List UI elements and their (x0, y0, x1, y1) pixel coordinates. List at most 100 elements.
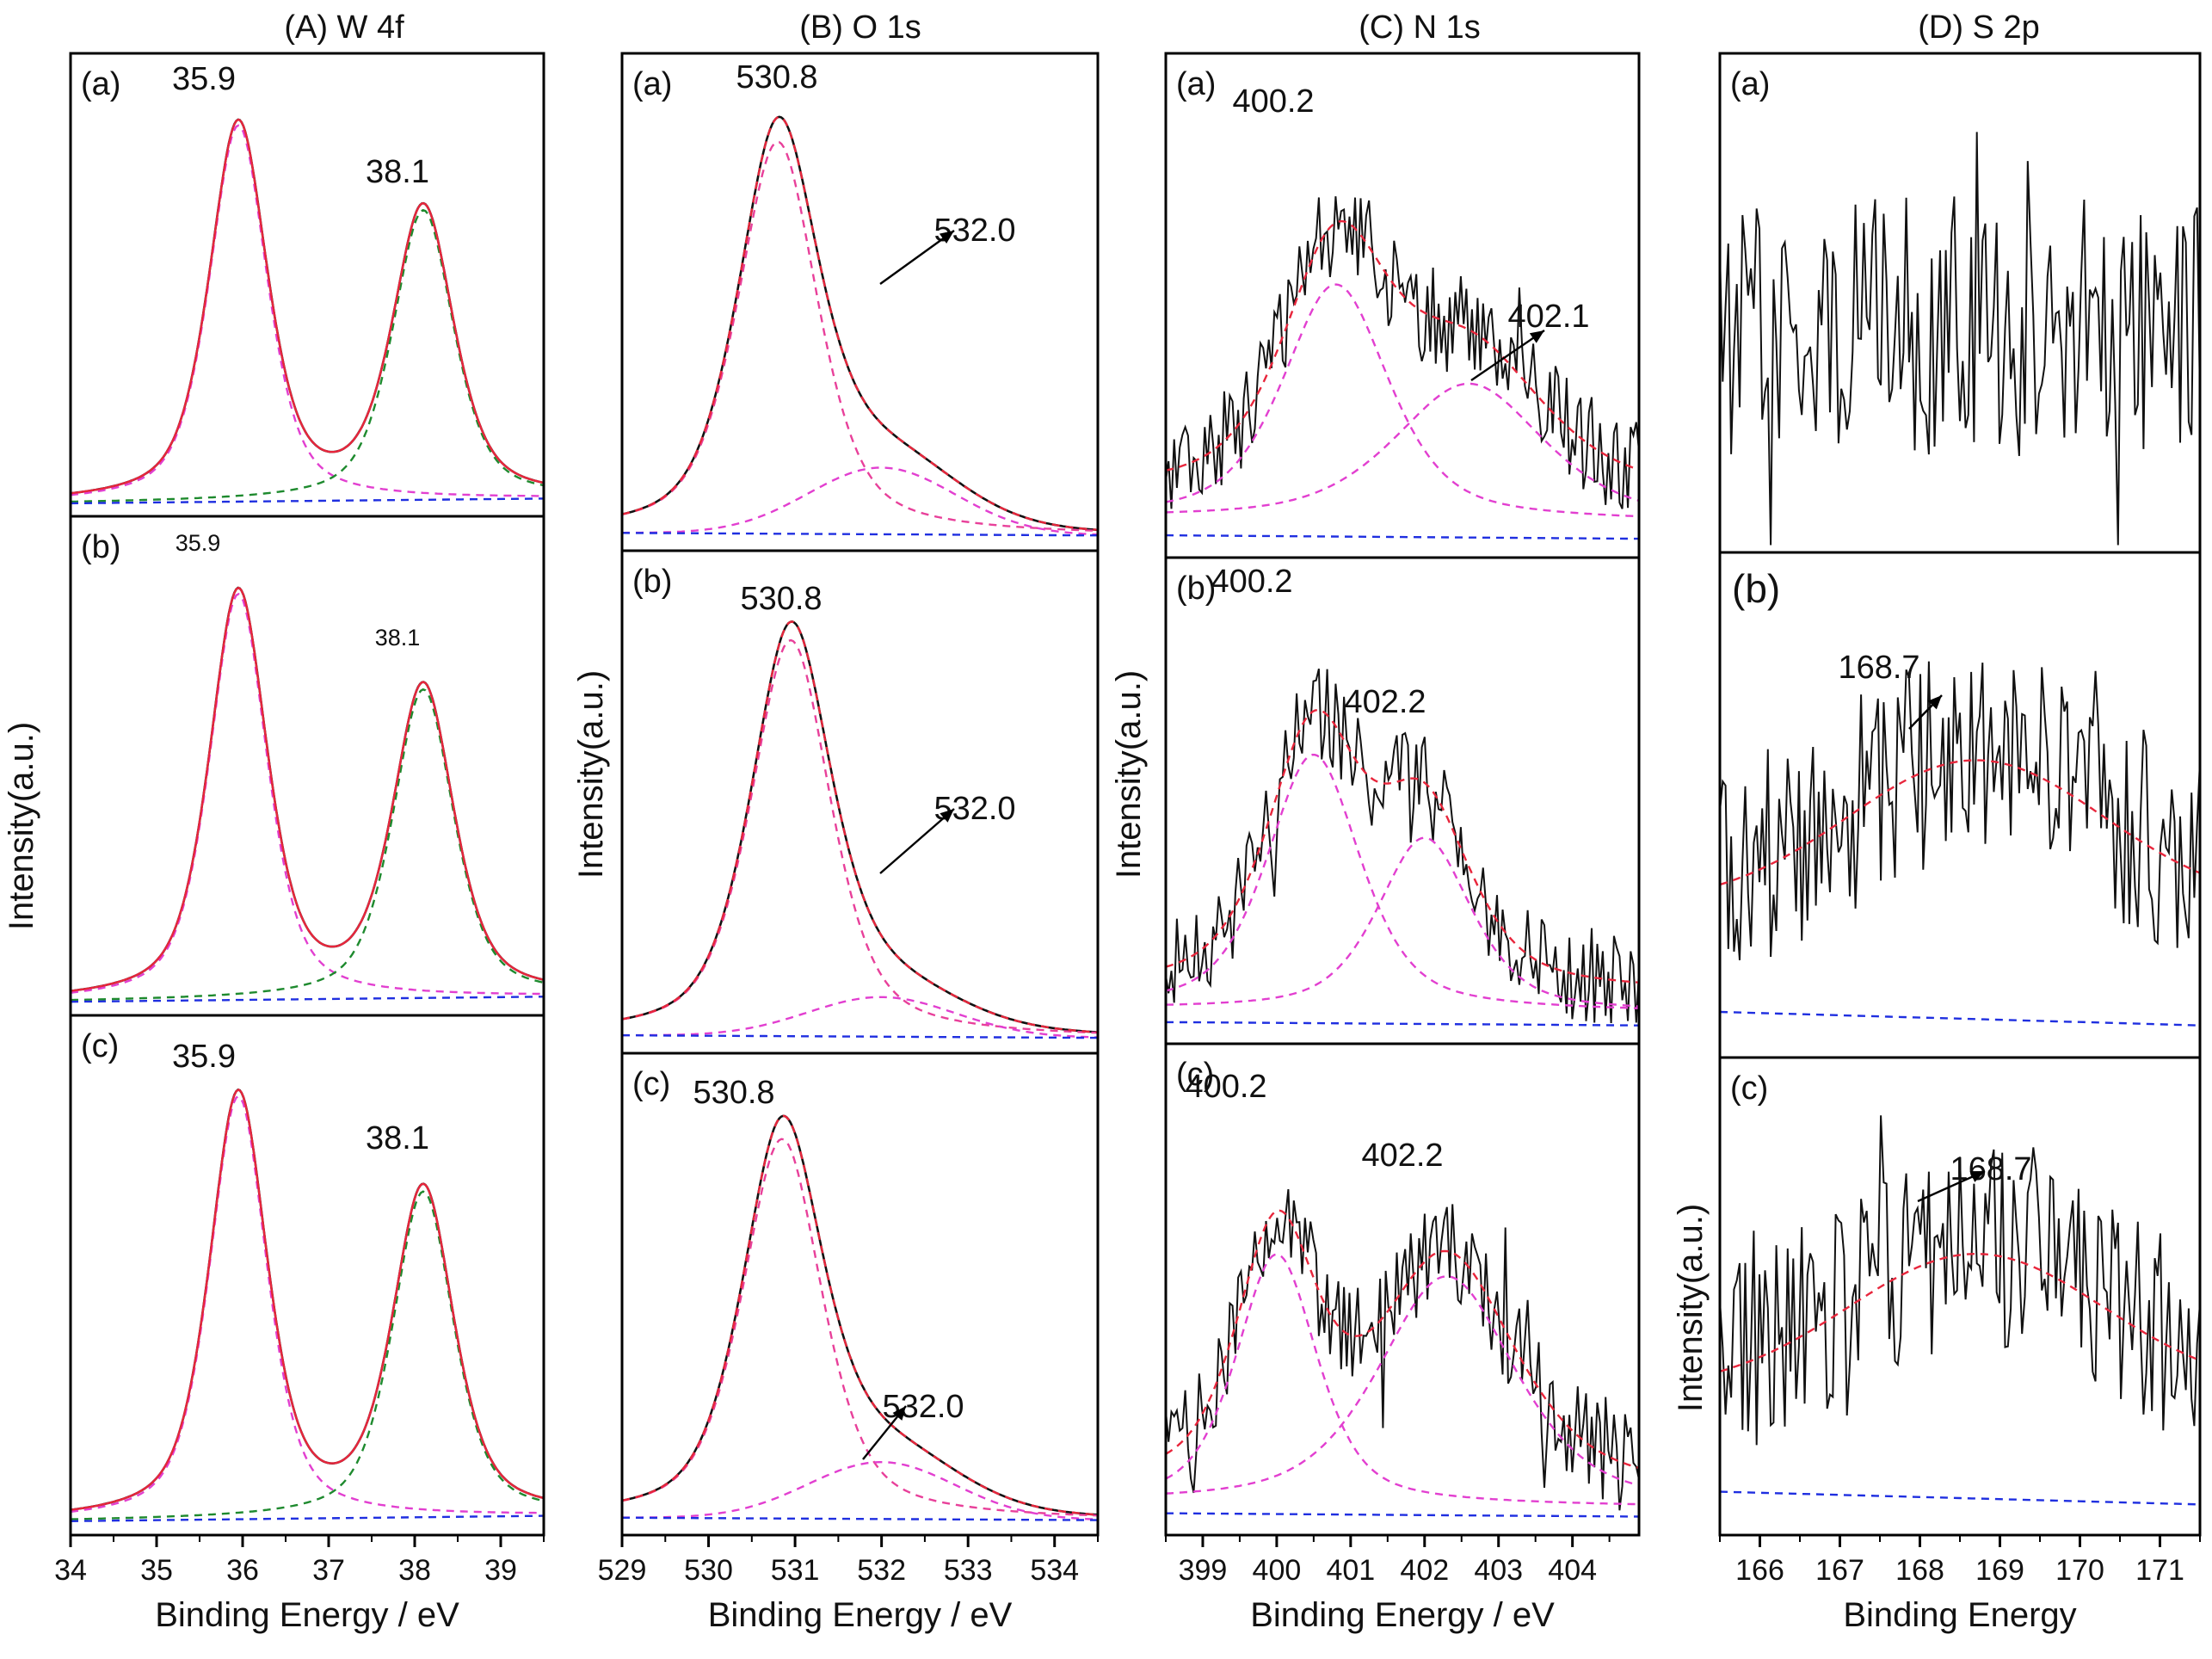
x-tick-label: 35 (140, 1554, 173, 1587)
panel-b: (b) 35.9 38.1 (69, 515, 545, 1017)
peak-label: 530.8 (693, 1075, 774, 1111)
fit-component-line (622, 638, 1098, 1034)
x-tick-label: 533 (944, 1554, 993, 1587)
x-tick-label: 36 (226, 1554, 259, 1587)
subpanel-label: (c) (632, 1066, 670, 1102)
panel-c: (c)168.7 (1718, 1056, 2202, 1537)
x-tick-label: 532 (857, 1554, 906, 1587)
subpanel-label: (a) (1730, 66, 1770, 102)
fit-component-line (1166, 753, 1639, 1009)
peak-label: 35.9 (176, 530, 221, 556)
subpanel-label: (b) (1176, 570, 1216, 607)
fit-envelope-line (1720, 759, 2200, 886)
y-axis-label: Intensity(a.u.) (572, 670, 610, 879)
baseline-line (622, 1034, 1098, 1039)
x-tick-label: 39 (484, 1554, 517, 1587)
peak-label: 402.1 (1507, 299, 1589, 335)
peak-label: 168.7 (1838, 650, 1919, 686)
baseline-line (622, 532, 1098, 537)
panel-c: (c)400.2 402.2 (1164, 1042, 1641, 1537)
spectrum-line (1166, 196, 1639, 509)
spectrum-line (1720, 661, 2200, 960)
spectrum-line (1166, 668, 1639, 1024)
x-tick-label: 37 (312, 1554, 345, 1587)
spectrum-line (71, 586, 544, 992)
subpanel-label: (b) (1732, 566, 1780, 611)
arrow-head (1969, 1171, 1985, 1182)
baseline-line (622, 1516, 1098, 1521)
baseline-line (1166, 1021, 1639, 1027)
fit-component-line (622, 1461, 1098, 1520)
panel-frame (69, 1014, 545, 1537)
baseline-line (71, 497, 544, 505)
arrow-head (940, 809, 954, 823)
spectrum-line (622, 115, 1098, 532)
chart-3: (C) N 1s Intensity(a.u.) Binding Energy / … (1110, 9, 1641, 1634)
peak-label: 400.2 (1211, 564, 1292, 600)
peak-label: 532.0 (933, 791, 1015, 827)
peak-label: 38.1 (366, 154, 429, 190)
fit-component-line (622, 1138, 1098, 1517)
baseline-line (1720, 1490, 2200, 1506)
peak-label: 38.1 (375, 625, 421, 651)
x-tick-label: 166 (1735, 1554, 1784, 1587)
panel-frame (620, 549, 1100, 1055)
fit-component-line (1166, 382, 1639, 514)
peak-label: 38.1 (366, 1120, 429, 1156)
baseline-line (71, 996, 544, 1003)
panel-frame (1164, 1042, 1641, 1537)
x-tick-label: 402 (1400, 1554, 1449, 1587)
peak-label: 402.2 (1344, 684, 1426, 720)
fit-envelope-line (71, 1088, 544, 1511)
x-axis-label: Binding Energy / eV (708, 1596, 1013, 1634)
fit-envelope-line (622, 1114, 1098, 1516)
fit-envelope-line (622, 620, 1098, 1033)
x-tick-label: 534 (1030, 1554, 1079, 1587)
peak-label: 400.2 (1232, 83, 1314, 120)
panel-frame (69, 515, 545, 1017)
panel-b: (b) 168.7 (1718, 551, 2202, 1059)
peak-label: 402.2 (1361, 1138, 1443, 1174)
fit-component-line (1166, 1253, 1639, 1506)
chart-2: (B) O 1s Intensity(a.u.) Binding Energy / … (572, 9, 1100, 1634)
baseline-line (1166, 1512, 1639, 1518)
panel-c: (c) 35.9 38.1 (69, 1014, 545, 1537)
chart-1: (A) W 4f Intensity(a.u.) Binding Energy / … (3, 9, 545, 1634)
x-tick-label: 529 (598, 1554, 647, 1587)
subpanel-label: (c) (1176, 1057, 1214, 1093)
fit-component-line (622, 466, 1098, 536)
panel-frame (69, 52, 545, 518)
panel-a: (a) (1718, 52, 2202, 554)
peak-label: 35.9 (172, 1039, 236, 1075)
x-tick-label: 530 (684, 1554, 733, 1587)
spectrum-line (71, 1089, 544, 1511)
arrow-head (939, 231, 954, 244)
peak-label: 530.8 (740, 581, 822, 617)
fit-component-line (71, 1095, 544, 1514)
panel-frame (1718, 52, 2202, 554)
peak-label: 35.9 (172, 61, 236, 97)
fit-envelope-line (71, 118, 544, 495)
x-tick-label: 34 (54, 1554, 87, 1587)
arrow-head (1927, 695, 1942, 710)
spectrum-line (622, 620, 1098, 1033)
peak-label: 400.2 (1185, 1069, 1266, 1105)
x-tick-label: 170 (2055, 1554, 2104, 1587)
subpanel-label: (c) (1730, 1070, 1768, 1107)
spectrum-line (1720, 132, 2200, 546)
panel-b: (b) 530.8 532.0 (620, 549, 1100, 1055)
x-tick-label: 168 (1895, 1554, 1944, 1587)
subpanel-label: (b) (81, 529, 120, 565)
fit-component-line (71, 208, 544, 503)
subpanel-label: (a) (632, 66, 672, 102)
panel-a: (a) 530.8 532.0 (620, 52, 1100, 552)
fit-component-line (622, 140, 1098, 532)
fit-envelope-line (71, 586, 544, 992)
baseline-line (71, 1514, 544, 1522)
x-tick-label: 399 (1179, 1554, 1228, 1587)
y-axis-label: Intensity(a.u.) (1110, 670, 1148, 879)
arrow-line (1470, 330, 1545, 381)
panel-a: (a) 35.9 38.1 (69, 52, 545, 518)
fit-envelope-line (622, 115, 1098, 531)
